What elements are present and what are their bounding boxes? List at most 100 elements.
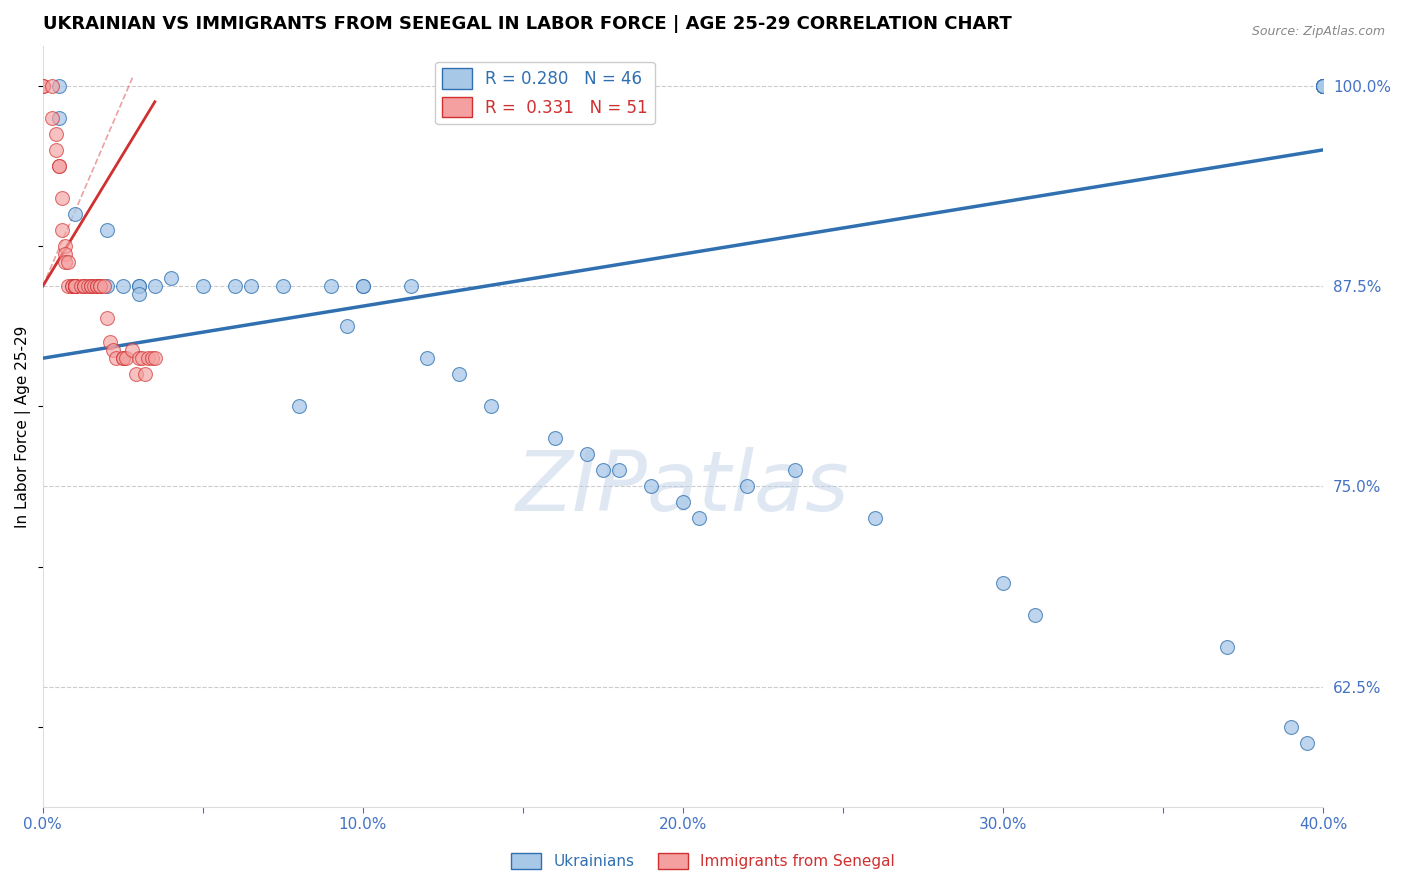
Point	[96, 311, 118, 326]
Point	[1312, 78, 1334, 93]
Point	[63, 279, 86, 293]
Point	[1216, 640, 1239, 654]
Point	[128, 279, 150, 293]
Point	[1312, 78, 1334, 93]
Point	[70, 279, 93, 293]
Point	[80, 279, 103, 293]
Point	[1312, 78, 1334, 93]
Point	[86, 279, 108, 293]
Point	[319, 279, 342, 293]
Point	[51, 223, 73, 237]
Text: Source: ZipAtlas.com: Source: ZipAtlas.com	[1251, 25, 1385, 38]
Point	[607, 463, 630, 477]
Point	[128, 279, 150, 293]
Point	[544, 431, 567, 445]
Point	[41, 111, 63, 125]
Point	[224, 279, 246, 293]
Point	[89, 279, 111, 293]
Point	[134, 368, 156, 382]
Point	[73, 279, 96, 293]
Point	[991, 575, 1014, 590]
Point	[288, 399, 311, 413]
Point	[640, 479, 662, 493]
Point	[60, 279, 83, 293]
Point	[51, 191, 73, 205]
Point	[399, 279, 422, 293]
Point	[58, 279, 80, 293]
Point	[688, 511, 710, 525]
Point	[41, 78, 63, 93]
Point	[111, 279, 134, 293]
Point	[141, 351, 163, 366]
Point	[53, 239, 76, 253]
Point	[1312, 78, 1334, 93]
Point	[672, 495, 695, 509]
Point	[63, 279, 86, 293]
Point	[96, 279, 118, 293]
Point	[416, 351, 439, 366]
Point	[352, 279, 374, 293]
Point	[63, 279, 86, 293]
Point	[1279, 720, 1302, 734]
Point	[576, 447, 599, 461]
Point	[58, 255, 80, 269]
Point	[48, 111, 70, 125]
Text: ZIPatlas: ZIPatlas	[516, 447, 849, 528]
Point	[138, 351, 160, 366]
Point	[115, 351, 138, 366]
Point	[160, 271, 183, 285]
Point	[336, 319, 359, 334]
Point	[143, 279, 166, 293]
Point	[479, 399, 502, 413]
Point	[86, 279, 108, 293]
Point	[1312, 78, 1334, 93]
Point	[48, 78, 70, 93]
Point	[447, 368, 470, 382]
Legend: Ukrainians, Immigrants from Senegal: Ukrainians, Immigrants from Senegal	[505, 847, 901, 875]
Point	[53, 247, 76, 261]
Point	[1296, 736, 1319, 750]
Point	[53, 255, 76, 269]
Point	[105, 351, 128, 366]
Point	[111, 351, 134, 366]
Point	[60, 279, 83, 293]
Point	[121, 343, 143, 358]
Point	[63, 279, 86, 293]
Point	[89, 279, 111, 293]
Point	[143, 351, 166, 366]
Point	[124, 368, 146, 382]
Point	[1312, 78, 1334, 93]
Point	[111, 351, 134, 366]
Point	[63, 207, 86, 221]
Point	[76, 279, 98, 293]
Point	[128, 351, 150, 366]
Point	[48, 159, 70, 173]
Point	[73, 279, 96, 293]
Point	[31, 78, 53, 93]
Point	[98, 335, 121, 350]
Point	[45, 127, 67, 141]
Point	[191, 279, 214, 293]
Point	[735, 479, 758, 493]
Point	[592, 463, 614, 477]
Point	[63, 279, 86, 293]
Point	[31, 78, 53, 93]
Point	[863, 511, 886, 525]
Point	[1312, 78, 1334, 93]
Point	[352, 279, 374, 293]
Legend: R = 0.280   N = 46, R =  0.331   N = 51: R = 0.280 N = 46, R = 0.331 N = 51	[436, 62, 655, 124]
Point	[96, 223, 118, 237]
Point	[83, 279, 105, 293]
Point	[45, 143, 67, 157]
Y-axis label: In Labor Force | Age 25-29: In Labor Force | Age 25-29	[15, 326, 31, 527]
Point	[239, 279, 262, 293]
Point	[93, 279, 115, 293]
Point	[63, 279, 86, 293]
Point	[271, 279, 294, 293]
Point	[80, 279, 103, 293]
Point	[1024, 607, 1046, 622]
Point	[48, 159, 70, 173]
Point	[63, 279, 86, 293]
Point	[128, 287, 150, 301]
Text: UKRAINIAN VS IMMIGRANTS FROM SENEGAL IN LABOR FORCE | AGE 25-29 CORRELATION CHAR: UKRAINIAN VS IMMIGRANTS FROM SENEGAL IN …	[42, 15, 1011, 33]
